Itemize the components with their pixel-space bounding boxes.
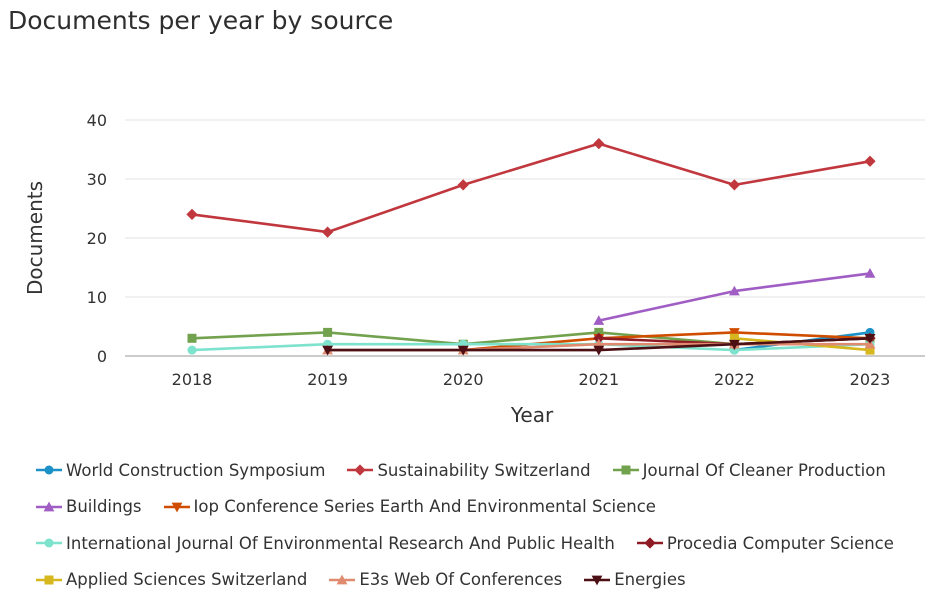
legend-item[interactable]: Procedia Computer Science: [637, 534, 894, 553]
series-lines: [186, 138, 875, 356]
legend-item[interactable]: Iop Conference Series Earth And Environm…: [164, 497, 656, 516]
legend-item[interactable]: Energies: [584, 570, 685, 589]
legend-swatch-icon: [347, 463, 373, 477]
legend-item[interactable]: E3s Web Of Conferences: [329, 570, 562, 589]
x-axis-label: Year: [510, 403, 554, 427]
legend-item[interactable]: Buildings: [36, 497, 142, 516]
legend-item[interactable]: Journal Of Cleaner Production: [613, 461, 886, 480]
y-tick-label: 40: [87, 111, 107, 130]
legend-label: Applied Sciences Switzerland: [66, 570, 307, 589]
legend-label: Buildings: [66, 497, 142, 516]
legend-item[interactable]: Applied Sciences Switzerland: [36, 570, 307, 589]
legend-row: Buildings Iop Conference Series Earth And…: [36, 489, 916, 526]
y-tick-label: 30: [87, 170, 107, 189]
legend-swatch-icon: [164, 500, 190, 514]
y-tick-label: 10: [87, 288, 107, 307]
legend-swatch-icon: [36, 536, 62, 550]
legend-item[interactable]: World Construction Symposium: [36, 461, 325, 480]
data-point[interactable]: [188, 334, 197, 343]
grid-lines: [125, 120, 925, 356]
data-point[interactable]: [458, 179, 469, 190]
legend-row: Applied Sciences Switzerland E3s Web Of C…: [36, 562, 916, 598]
data-point[interactable]: [322, 226, 333, 237]
legend-label: Sustainability Switzerland: [377, 461, 590, 480]
series-line: [192, 144, 870, 233]
y-axis-label: Documents: [23, 181, 47, 295]
legend-item[interactable]: International Journal Of Environmental R…: [36, 534, 615, 553]
legend-label: E3s Web Of Conferences: [359, 570, 562, 589]
legend-label: Energies: [614, 570, 685, 589]
legend-label: Journal Of Cleaner Production: [643, 461, 886, 480]
legend-swatch-icon: [584, 573, 610, 587]
x-tick-label: 2021: [578, 370, 619, 389]
series-sustainability-switzerland[interactable]: [186, 138, 875, 238]
legend-swatch-icon: [36, 500, 62, 514]
legend-label: Procedia Computer Science: [667, 534, 894, 553]
y-tick-label: 0: [97, 347, 107, 366]
legend-swatch-icon: [36, 463, 62, 477]
legend-item[interactable]: Sustainability Switzerland: [347, 461, 590, 480]
legend-swatch-icon: [329, 573, 355, 587]
y-tick-label: 20: [87, 229, 107, 248]
data-point[interactable]: [186, 209, 197, 220]
x-tick-label: 2018: [172, 370, 213, 389]
legend-row: International Journal Of Environmental R…: [36, 525, 916, 562]
legend-swatch-icon: [637, 536, 663, 550]
x-tick-label: 2023: [850, 370, 891, 389]
y-tick-labels: 0 10 20 30 40: [87, 111, 107, 366]
x-tick-label: 2020: [443, 370, 484, 389]
legend-swatch-icon: [613, 463, 639, 477]
x-tick-labels: 2018 2019 2020 2021 2022 2023: [172, 370, 891, 389]
data-point[interactable]: [323, 328, 332, 337]
legend-label: Iop Conference Series Earth And Environm…: [194, 497, 656, 516]
legend-label: World Construction Symposium: [66, 461, 325, 480]
legend: World Construction Symposium Sustainabili…: [36, 452, 916, 598]
legend-row: World Construction Symposium Sustainabili…: [36, 452, 916, 489]
x-tick-label: 2019: [307, 370, 348, 389]
legend-label: International Journal Of Environmental R…: [66, 534, 615, 553]
data-point[interactable]: [593, 138, 604, 149]
data-point[interactable]: [864, 156, 875, 167]
x-tick-label: 2022: [714, 370, 755, 389]
legend-swatch-icon: [36, 573, 62, 587]
data-point[interactable]: [729, 179, 740, 190]
data-point[interactable]: [188, 346, 197, 355]
series-buildings[interactable]: [593, 268, 875, 325]
